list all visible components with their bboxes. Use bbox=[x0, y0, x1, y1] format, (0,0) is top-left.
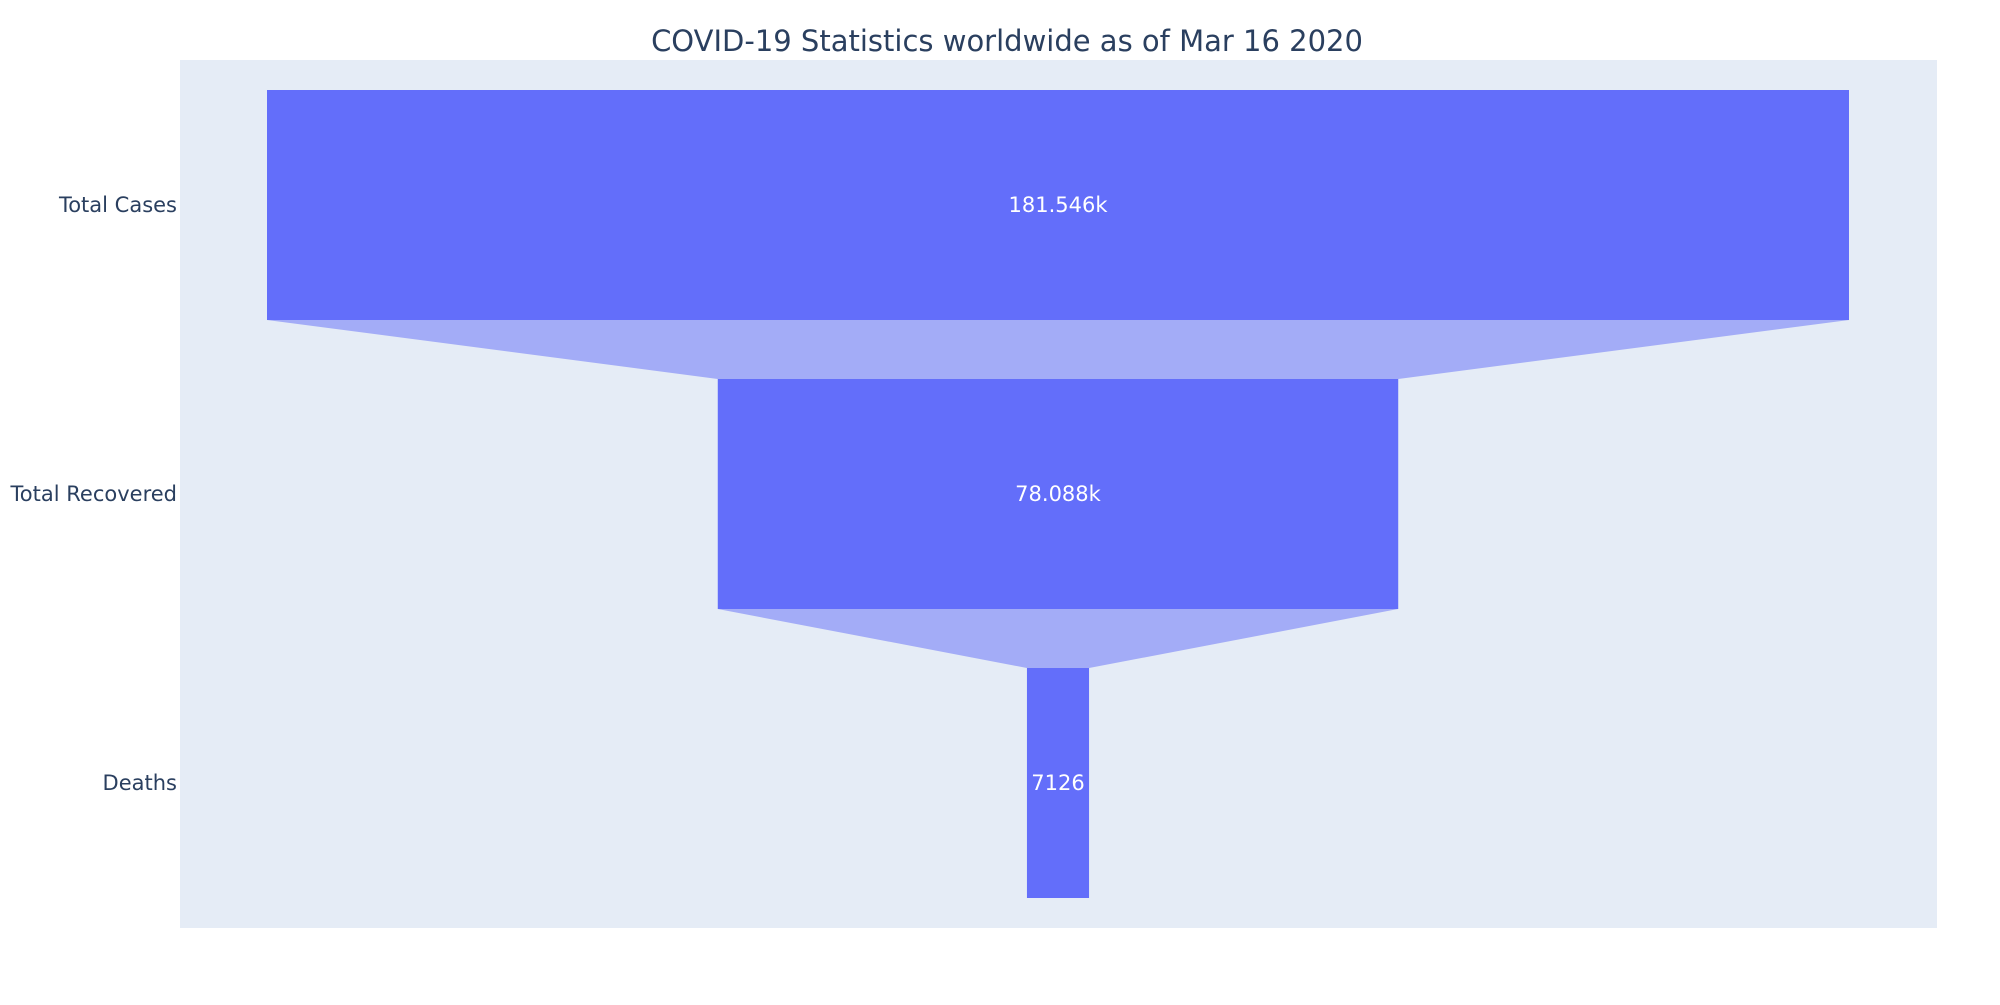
funnel-bar-2 bbox=[1026, 668, 1090, 898]
funnel-bar-1 bbox=[717, 379, 1399, 609]
value-label-0: 181.546k bbox=[1008, 193, 1108, 217]
funnel-connector-0 bbox=[267, 320, 1849, 379]
stage-label-0: Total Cases bbox=[58, 193, 177, 217]
stage-label-2: Deaths bbox=[103, 771, 177, 795]
funnel-connector-1 bbox=[717, 609, 1399, 668]
value-label-2: 7126 bbox=[1031, 771, 1084, 795]
value-label-1: 78.088k bbox=[1015, 482, 1101, 506]
funnel-bar-0 bbox=[267, 90, 1849, 320]
value-labels: 181.546k 78.088k 7126 bbox=[1008, 193, 1108, 795]
chart-title: COVID-19 Statistics worldwide as of Mar … bbox=[651, 24, 1363, 58]
funnel-connectors bbox=[267, 320, 1849, 668]
funnel-bars bbox=[267, 90, 1849, 898]
stage-label-1: Total Recovered bbox=[10, 482, 177, 506]
stage-labels: Total Cases Total Recovered Deaths bbox=[10, 193, 177, 795]
